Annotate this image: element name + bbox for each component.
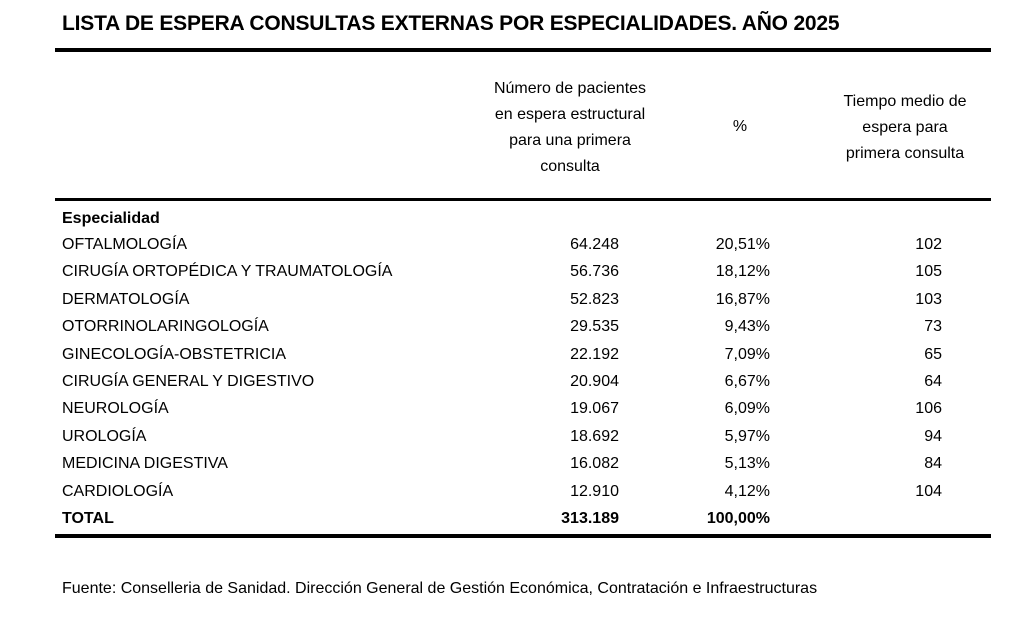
total-label: TOTAL (62, 509, 114, 527)
patients-cell: 19.067 (570, 400, 619, 418)
header-patients-line: para una primera (509, 132, 631, 149)
patients-cell: 52.823 (570, 290, 619, 308)
table-row: CIRUGÍA ORTOPÉDICA Y TRAUMATOLOGÍA 56.73… (62, 258, 982, 285)
specialty-name: OFTALMOLOGÍA (62, 236, 188, 253)
table-row: NEUROLOGÍA 19.067 6,09% 106 (62, 395, 982, 422)
header-patients-line: consulta (540, 158, 600, 175)
specialty-name: MEDICINA DIGESTIVA (62, 455, 228, 473)
percent-cell: 7,09% (724, 345, 770, 363)
patients-cell: 20.904 (570, 372, 619, 390)
top-rule (55, 48, 991, 52)
percent-cell: 18,12% (715, 263, 770, 281)
percent-cell: 5,13% (724, 455, 770, 473)
table-row: OTORRINOLARINGOLOGÍA 29.535 9,43% 73 (62, 313, 982, 340)
patients-cell: 22.192 (570, 345, 619, 363)
table-row: OFTALMOLOGÍA 64.248 20,51% 102 (62, 231, 982, 258)
total-patients: 313.189 (561, 509, 619, 527)
time-cell: 64 (924, 372, 942, 390)
specialty-name: GINECOLOGÍA-OBSTETRICIA (62, 345, 287, 363)
total-percent: 100,00% (706, 509, 770, 527)
bottom-rule (55, 534, 991, 538)
table-row: GINECOLOGÍA-OBSTETRICIA 22.192 7,09% 65 (62, 341, 982, 368)
time-cell: 94 (924, 427, 942, 445)
specialty-name: CIRUGÍA ORTOPÉDICA Y TRAUMATOLOGÍA (62, 263, 393, 281)
header-time-line: espera para (862, 119, 948, 136)
percent-cell: 4,12% (724, 482, 770, 500)
header-patients: Número de pacientes en espera estructura… (470, 76, 670, 180)
header-time-line: primera consulta (845, 145, 965, 162)
percent-cell: 5,97% (724, 427, 770, 445)
specialty-name: CIRUGÍA GENERAL Y DIGESTIVO (62, 372, 315, 390)
table-title: LISTA DE ESPERA CONSULTAS EXTERNAS POR E… (62, 12, 840, 35)
specialty-name: OTORRINOLARINGOLOGÍA (62, 318, 269, 336)
table-row: MEDICINA DIGESTIVA 16.082 5,13% 84 (62, 450, 982, 477)
patients-cell: 29.535 (570, 318, 619, 336)
time-cell: 105 (915, 263, 942, 281)
patients-cell: 56.736 (570, 263, 619, 281)
patients-cell: 16.082 (570, 455, 619, 473)
specialty-name: CARDIOLOGÍA (62, 482, 174, 500)
header-patients-line: Número de pacientes (493, 80, 647, 97)
percent-cell: 20,51% (715, 236, 770, 253)
percent-cell: 16,87% (715, 290, 770, 308)
specialty-name: NEUROLOGÍA (62, 400, 169, 418)
patients-cell: 18.692 (570, 427, 619, 445)
source-note: Fuente: Conselleria de Sanidad. Direcció… (62, 580, 818, 597)
percent-cell: 6,67% (724, 372, 770, 390)
table-row: UROLOGÍA 18.692 5,97% 94 (62, 423, 982, 450)
time-cell: 65 (924, 345, 942, 363)
waiting-list-table: Especialidad OFTALMOLOGÍA 64.248 20,51% … (62, 207, 982, 532)
time-cell: 106 (915, 400, 942, 418)
header-time: Tiempo medio de espera para primera cons… (820, 89, 990, 167)
percent-cell: 6,09% (724, 400, 770, 418)
time-cell: 73 (924, 318, 942, 336)
specialty-name: DERMATOLOGÍA (62, 290, 190, 308)
patients-cell: 64.248 (570, 236, 619, 253)
header-patients-line: en espera estructural (494, 106, 646, 123)
specialty-name: UROLOGÍA (62, 427, 147, 445)
table-row: CARDIOLOGÍA 12.910 4,12% 104 (62, 478, 982, 505)
time-cell: 104 (915, 482, 942, 500)
table-row: CIRUGÍA GENERAL Y DIGESTIVO 20.904 6,67%… (62, 368, 982, 395)
header-rule (55, 198, 991, 201)
total-row: TOTAL 313.189 100,00% (62, 505, 982, 532)
time-cell: 103 (915, 290, 942, 308)
time-cell: 84 (924, 455, 942, 473)
patients-cell: 12.910 (570, 482, 619, 500)
table-row: DERMATOLOGÍA 52.823 16,87% 103 (62, 286, 982, 313)
percent-cell: 9,43% (724, 318, 770, 336)
section-label: Especialidad (62, 210, 160, 227)
header-time-line: Tiempo medio de (843, 93, 967, 110)
time-cell: 102 (915, 236, 942, 253)
header-percent: % (732, 118, 748, 135)
